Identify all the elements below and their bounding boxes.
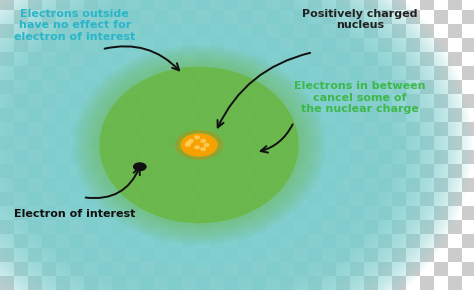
Bar: [140, 0, 154, 10]
Bar: [350, 136, 364, 150]
Bar: [210, 80, 224, 94]
Bar: [462, 66, 474, 80]
Bar: [238, 192, 252, 206]
Bar: [420, 24, 434, 38]
Bar: [252, 52, 266, 66]
Bar: [140, 220, 154, 234]
Bar: [392, 220, 406, 234]
Bar: [392, 66, 406, 80]
Bar: [154, 80, 168, 94]
Bar: [378, 108, 392, 122]
Bar: [434, 276, 448, 290]
Bar: [420, 262, 434, 276]
Bar: [392, 24, 406, 38]
Bar: [420, 136, 434, 150]
Bar: [280, 178, 294, 192]
Bar: [378, 24, 392, 38]
Bar: [112, 52, 126, 66]
Bar: [210, 220, 224, 234]
Bar: [56, 220, 70, 234]
Bar: [406, 38, 420, 52]
Bar: [322, 136, 336, 150]
Bar: [140, 276, 154, 290]
Bar: [364, 10, 378, 24]
Circle shape: [198, 138, 212, 146]
Bar: [336, 52, 350, 66]
Bar: [252, 94, 266, 108]
Bar: [350, 164, 364, 178]
Bar: [266, 276, 280, 290]
Bar: [448, 220, 462, 234]
Bar: [126, 136, 140, 150]
Bar: [266, 24, 280, 38]
Bar: [448, 136, 462, 150]
Bar: [0, 94, 14, 108]
Bar: [364, 0, 378, 10]
Bar: [350, 80, 364, 94]
Bar: [28, 192, 42, 206]
Bar: [350, 220, 364, 234]
Bar: [224, 234, 238, 248]
Bar: [252, 108, 266, 122]
Bar: [70, 108, 84, 122]
Bar: [28, 10, 42, 24]
Bar: [280, 24, 294, 38]
Bar: [238, 0, 252, 10]
Bar: [154, 108, 168, 122]
Bar: [42, 262, 56, 276]
Bar: [112, 66, 126, 80]
Bar: [434, 52, 448, 66]
Bar: [210, 178, 224, 192]
Bar: [28, 108, 42, 122]
Bar: [406, 24, 420, 38]
Ellipse shape: [92, 61, 306, 229]
Bar: [140, 136, 154, 150]
Bar: [336, 234, 350, 248]
Bar: [28, 80, 42, 94]
Bar: [308, 94, 322, 108]
Bar: [98, 24, 112, 38]
Bar: [308, 262, 322, 276]
Bar: [364, 122, 378, 136]
Bar: [28, 150, 42, 164]
Bar: [336, 122, 350, 136]
Bar: [98, 206, 112, 220]
Bar: [406, 192, 420, 206]
Bar: [98, 52, 112, 66]
Bar: [350, 0, 364, 10]
Bar: [154, 150, 168, 164]
Bar: [112, 234, 126, 248]
Bar: [42, 66, 56, 80]
Bar: [280, 262, 294, 276]
Bar: [406, 0, 420, 10]
Bar: [280, 38, 294, 52]
Ellipse shape: [47, 23, 351, 267]
Bar: [308, 276, 322, 290]
Bar: [42, 150, 56, 164]
Bar: [168, 10, 182, 24]
Bar: [364, 108, 378, 122]
Bar: [448, 178, 462, 192]
Bar: [0, 38, 14, 52]
Bar: [224, 192, 238, 206]
Bar: [378, 262, 392, 276]
Bar: [196, 122, 210, 136]
Bar: [70, 0, 84, 10]
Bar: [280, 0, 294, 10]
Bar: [406, 10, 420, 24]
Bar: [336, 136, 350, 150]
Bar: [294, 150, 308, 164]
Bar: [140, 234, 154, 248]
Bar: [294, 248, 308, 262]
Bar: [196, 80, 210, 94]
Bar: [322, 178, 336, 192]
Bar: [42, 108, 56, 122]
Bar: [210, 150, 224, 164]
Bar: [238, 262, 252, 276]
Bar: [224, 220, 238, 234]
Bar: [140, 108, 154, 122]
Bar: [266, 94, 280, 108]
Circle shape: [192, 144, 206, 153]
Bar: [336, 66, 350, 80]
